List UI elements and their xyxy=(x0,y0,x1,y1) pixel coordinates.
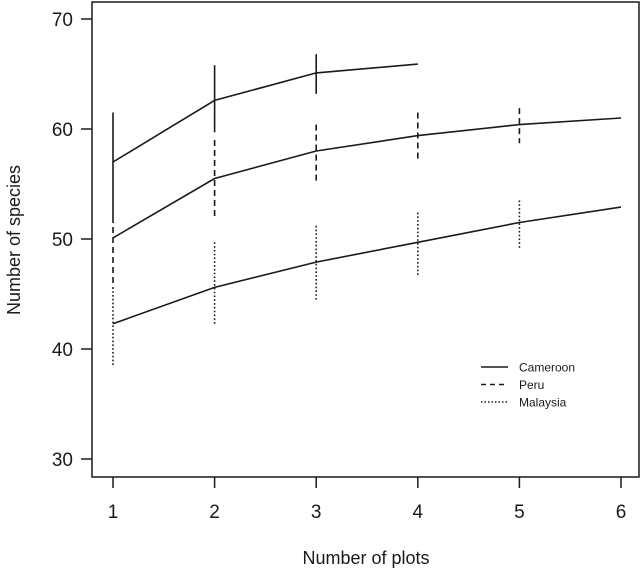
y-axis-title: Number of species xyxy=(4,165,24,315)
legend-label: Malaysia xyxy=(519,396,567,410)
y-axis: 30 40 50 60 70 xyxy=(52,10,92,471)
x-tick-label: 2 xyxy=(209,502,220,523)
x-tick-label: 1 xyxy=(108,502,119,523)
legend-label: Cameroon xyxy=(519,361,575,375)
x-axis: 1 2 3 4 5 6 xyxy=(108,477,627,523)
y-tick-label: 70 xyxy=(52,10,73,31)
series-peru xyxy=(112,108,622,288)
legend-label: Peru xyxy=(519,378,544,392)
series-cameroon xyxy=(112,54,418,217)
data-series xyxy=(112,54,622,366)
x-tick-label: 4 xyxy=(413,502,424,523)
y-tick-label: 30 xyxy=(52,450,73,471)
x-tick-label: 5 xyxy=(514,502,525,523)
y-tick-label: 40 xyxy=(52,340,73,361)
series-line xyxy=(112,206,622,325)
x-tick-label: 6 xyxy=(616,502,627,523)
legend: Cameroon Peru Malaysia xyxy=(481,361,575,410)
series-line xyxy=(112,63,418,163)
y-tick-label: 50 xyxy=(52,230,73,251)
x-axis-title: Number of plots xyxy=(302,548,429,568)
series-malaysia xyxy=(112,200,622,366)
series-line xyxy=(112,117,622,239)
y-tick-label: 60 xyxy=(52,120,73,141)
x-tick-label: 3 xyxy=(311,502,322,523)
